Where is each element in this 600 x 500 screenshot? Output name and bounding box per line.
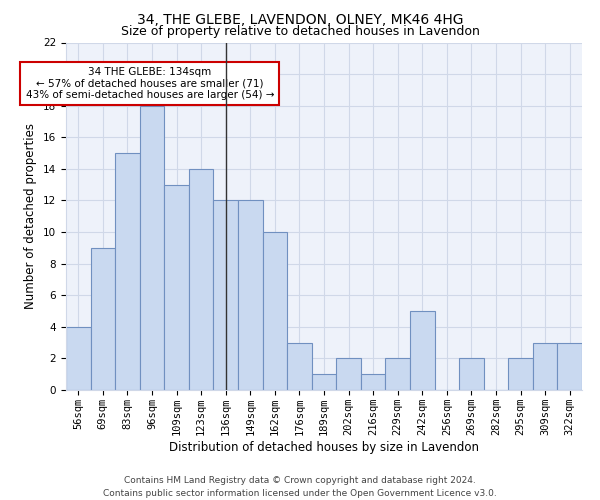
- Bar: [361, 374, 385, 390]
- Text: Size of property relative to detached houses in Lavendon: Size of property relative to detached ho…: [121, 25, 479, 38]
- Text: 34 THE GLEBE: 134sqm
← 57% of detached houses are smaller (71)
43% of semi-detac: 34 THE GLEBE: 134sqm ← 57% of detached h…: [26, 67, 274, 100]
- Bar: [557, 342, 582, 390]
- Bar: [533, 342, 557, 390]
- Bar: [214, 200, 238, 390]
- Bar: [66, 327, 91, 390]
- X-axis label: Distribution of detached houses by size in Lavendon: Distribution of detached houses by size …: [169, 440, 479, 454]
- Bar: [238, 200, 263, 390]
- Bar: [410, 311, 434, 390]
- Bar: [385, 358, 410, 390]
- Bar: [336, 358, 361, 390]
- Bar: [115, 153, 140, 390]
- Bar: [263, 232, 287, 390]
- Bar: [287, 342, 312, 390]
- Bar: [164, 184, 189, 390]
- Bar: [312, 374, 336, 390]
- Bar: [189, 169, 214, 390]
- Y-axis label: Number of detached properties: Number of detached properties: [25, 123, 37, 309]
- Bar: [508, 358, 533, 390]
- Text: 34, THE GLEBE, LAVENDON, OLNEY, MK46 4HG: 34, THE GLEBE, LAVENDON, OLNEY, MK46 4HG: [137, 12, 463, 26]
- Bar: [459, 358, 484, 390]
- Bar: [91, 248, 115, 390]
- Text: Contains HM Land Registry data © Crown copyright and database right 2024.
Contai: Contains HM Land Registry data © Crown c…: [103, 476, 497, 498]
- Bar: [140, 106, 164, 390]
